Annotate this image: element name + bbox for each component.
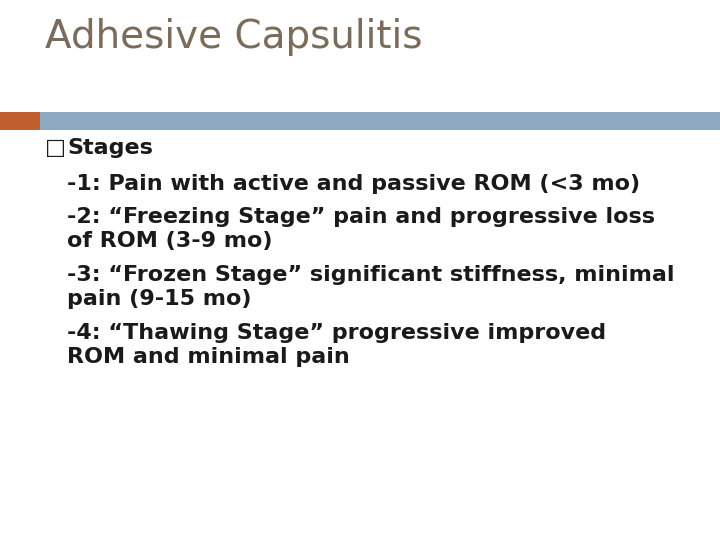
Text: -4: “Thawing Stage” progressive improved
ROM and minimal pain: -4: “Thawing Stage” progressive improved… xyxy=(67,323,606,367)
Text: -3: “Frozen Stage” significant stiffness, minimal
pain (9-15 mo): -3: “Frozen Stage” significant stiffness… xyxy=(67,265,675,309)
Bar xyxy=(0,112,40,130)
Text: Stages: Stages xyxy=(67,138,153,158)
Bar xyxy=(40,112,720,130)
Text: Adhesive Capsulitis: Adhesive Capsulitis xyxy=(45,18,423,56)
Text: □: □ xyxy=(45,138,66,158)
Text: -2: “Freezing Stage” pain and progressive loss
of ROM (3-9 mo): -2: “Freezing Stage” pain and progressiv… xyxy=(67,207,655,251)
Text: -1: Pain with active and passive ROM (<3 mo): -1: Pain with active and passive ROM (<3… xyxy=(67,174,640,194)
